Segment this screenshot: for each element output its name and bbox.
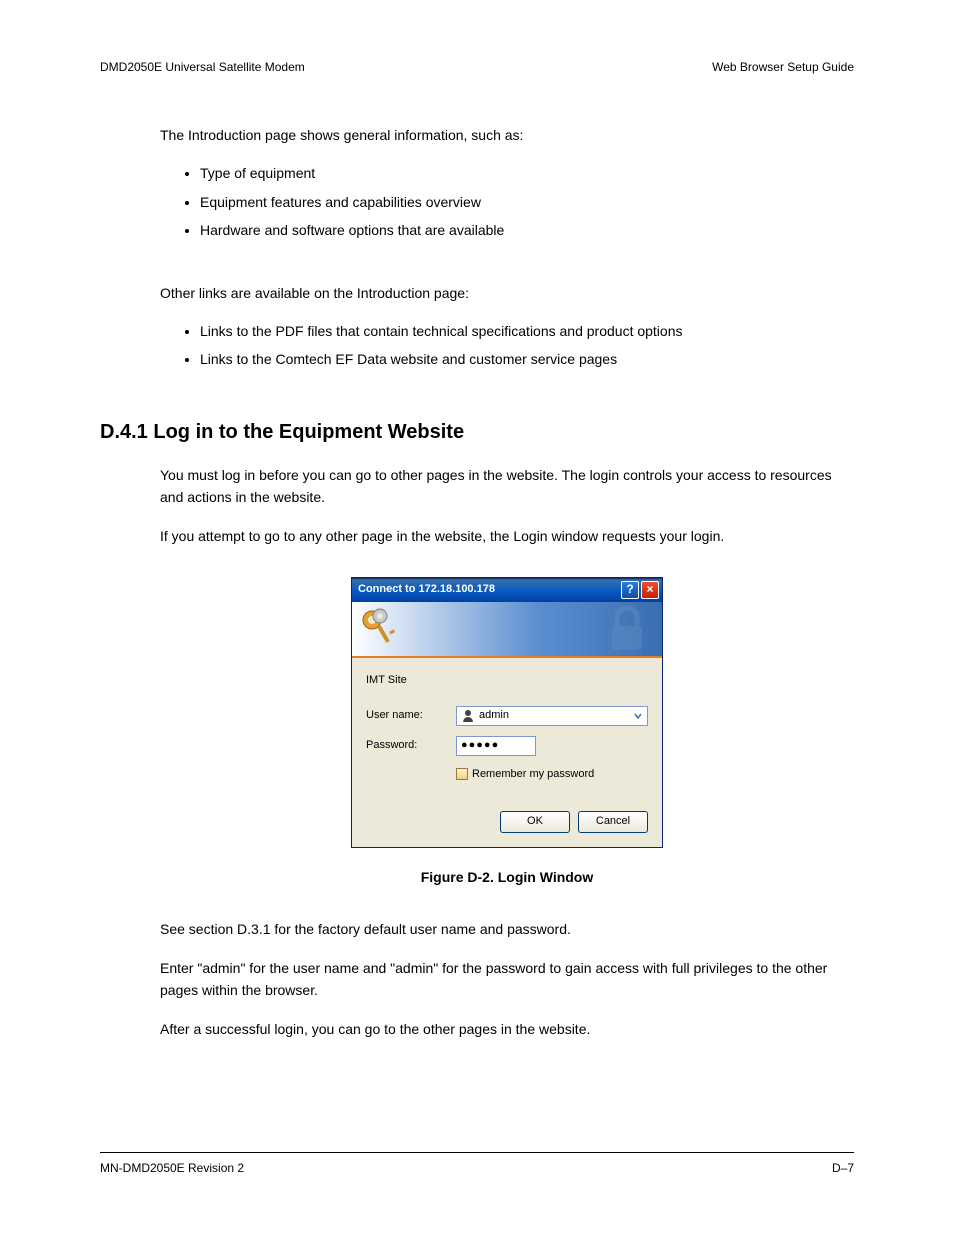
page-footer: MN-DMD2050E Revision 2 D–7 [100,1152,854,1175]
intro-paragraph: The Introduction page shows general info… [160,124,854,146]
ok-button[interactable]: OK [500,811,570,833]
username-input[interactable]: admin [456,706,648,726]
list-item: Links to the PDF files that contain tech… [200,320,854,342]
page-header: DMD2050E Universal Satellite Modem Web B… [100,60,854,74]
list-item: Hardware and software options that are a… [200,219,854,241]
dialog-titlebar[interactable]: Connect to 172.18.100.178 ? × [352,578,662,602]
dialog-body: IMT Site User name: admin [352,658,662,847]
login-para-2: If you attempt to go to any other page i… [160,525,854,547]
list-item: Links to the Comtech EF Data website and… [200,348,854,370]
list-item: Equipment features and capabilities over… [200,191,854,213]
cancel-button[interactable]: Cancel [578,811,648,833]
username-row: User name: admin [366,706,648,726]
links-bullet-list: Links to the PDF files that contain tech… [160,320,854,371]
button-row: OK Cancel [366,811,648,833]
password-label: Password: [366,737,446,755]
cancel-label: Cancel [596,813,630,831]
username-value: admin [479,707,631,725]
remember-checkbox[interactable] [456,768,468,780]
login-dialog: Connect to 172.18.100.178 ? × [351,577,663,848]
after-para-1: See section D.3.1 for the factory defaul… [160,918,854,940]
list-item: Type of equipment [200,162,854,184]
lock-bg-icon [582,602,662,656]
keys-icon [358,606,402,650]
login-para-1: You must log in before you can go to oth… [160,464,854,509]
titlebar-buttons: ? × [621,581,659,599]
header-left: DMD2050E Universal Satellite Modem [100,60,305,74]
remember-label: Remember my password [472,766,594,784]
body-content: The Introduction page shows general info… [160,124,854,371]
footer-right: D–7 [832,1161,854,1175]
section-heading: D.4.1 Log in to the Equipment Website [100,421,854,444]
help-icon: ? [626,580,633,599]
help-button[interactable]: ? [621,581,639,599]
after-para-3: After a successful login, you can go to … [160,1018,854,1040]
close-icon: × [646,580,653,599]
close-button[interactable]: × [641,581,659,599]
chevron-down-icon [634,712,642,720]
after-para-2: Enter "admin" for the user name and "adm… [160,957,854,1002]
password-input[interactable]: ●●●●● [456,736,536,756]
header-right: Web Browser Setup Guide [712,60,854,74]
section-body: You must log in before you can go to oth… [160,464,854,1040]
links-paragraph: Other links are available on the Introdu… [160,282,854,304]
intro-bullet-list: Type of equipment Equipment features and… [160,162,854,241]
password-value: ●●●●● [461,737,499,755]
dropdown-arrow[interactable] [631,708,645,724]
realm-text: IMT Site [366,672,648,690]
person-icon [461,709,475,723]
dialog-banner [352,602,662,658]
figure-caption: Figure D-2. Login Window [160,866,854,888]
dialog-title: Connect to 172.18.100.178 [358,581,495,599]
remember-row[interactable]: Remember my password [456,766,648,784]
username-label: User name: [366,707,446,725]
footer-left: MN-DMD2050E Revision 2 [100,1161,244,1175]
document-page: DMD2050E Universal Satellite Modem Web B… [0,0,954,1235]
password-row: Password: ●●●●● [366,736,648,756]
ok-label: OK [527,813,543,831]
